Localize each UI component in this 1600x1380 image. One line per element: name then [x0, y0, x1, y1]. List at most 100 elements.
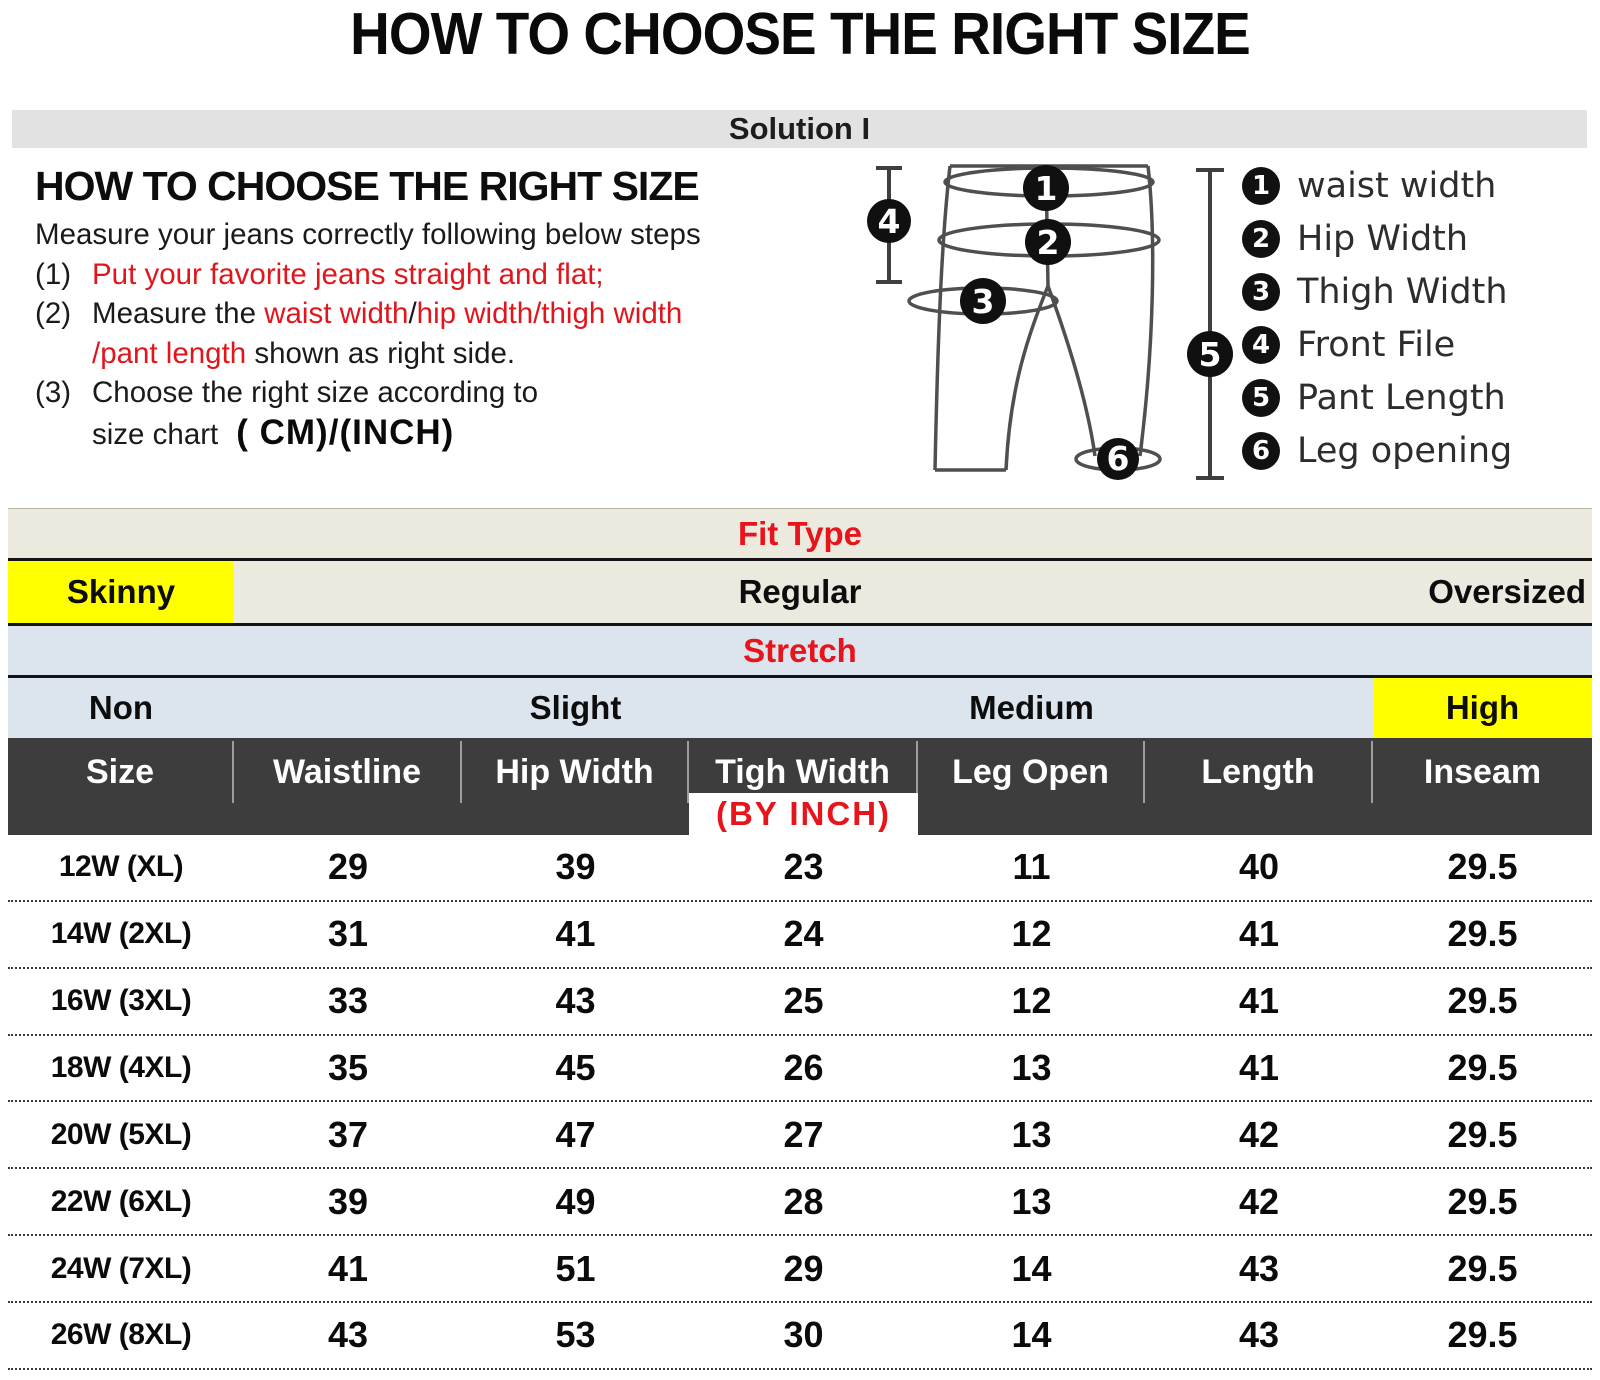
instructions-subheading: Measure your jeans correctly following b…	[35, 218, 701, 251]
legend-item: 3 Thigh Width	[1242, 265, 1512, 318]
pants-outline	[907, 164, 1162, 472]
measurement-value-cell: 39	[555, 846, 596, 888]
instruction-step-1: (1) Put your favorite jeans straight and …	[35, 257, 604, 291]
svg-text:3: 3	[972, 282, 995, 321]
stretch-option-slight: Slight	[529, 689, 622, 726]
legend-number-badge: 6	[1242, 431, 1280, 470]
diagram-marker-6: 6	[1097, 438, 1139, 480]
measurement-value-cell: 29.5	[1447, 846, 1518, 888]
measurement-value-cell: 43	[1238, 1314, 1280, 1356]
measurement-value-cell: 43	[555, 980, 596, 1022]
measurement-value-cell: 42	[1238, 1113, 1280, 1155]
column-header: Inseam	[1423, 752, 1542, 791]
table-row: 24W (7XL) 41 51 29 14 43 29.5	[8, 1236, 1592, 1304]
measurement-value-cell: 29.5	[1447, 1047, 1518, 1088]
measurement-legend: 1 waist width 2 Hip Width 3 Thigh Width 4 Front…	[1242, 159, 1512, 477]
measurement-value-cell: 29.5	[1447, 1247, 1518, 1289]
measurement-value-cell: 43	[327, 1314, 369, 1356]
table-row: 26W (8XL) 43 53 30 14 43 29.5	[8, 1303, 1592, 1370]
measurement-value-cell: 26	[783, 1047, 824, 1088]
legend-item: 2 Hip Width	[1242, 212, 1512, 265]
solution-bar: Solution I	[12, 110, 1587, 148]
instruction-step-3b: size chart( CM)/(INCH)	[92, 412, 455, 452]
measurement-value-cell: 37	[327, 1113, 369, 1155]
size-table-body: 12W (XL) 29 39 23 11 40 29.5 14W (2XL) 31 41 24 12 4…	[8, 835, 1592, 1370]
svg-text:4: 4	[878, 202, 901, 241]
size-label-cell: 16W (3XL)	[50, 984, 192, 1018]
legend-item: 4 Front File	[1242, 318, 1512, 371]
measurement-value-cell: 30	[783, 1314, 824, 1356]
stretch-title: Stretch	[743, 631, 857, 669]
size-label-cell: 24W (7XL)	[50, 1251, 192, 1285]
measurement-value-cell: 51	[555, 1247, 596, 1289]
size-label-cell: 26W (8XL)	[50, 1318, 192, 1352]
table-row: 14W (2XL) 31 41 24 12 41 29.5	[8, 902, 1592, 969]
diagram-marker-5: 5	[1187, 331, 1233, 377]
measurement-value-cell: 53	[555, 1314, 596, 1356]
stretch-options-row: Non Slight Medium High	[8, 678, 1592, 738]
measurement-value-cell: 13	[1011, 1113, 1052, 1155]
instruction-step-2: (2) Measure the waist width/hip width/thi…	[35, 297, 683, 330]
size-label-cell: 18W (4XL)	[50, 1051, 192, 1084]
svg-text:2: 2	[1037, 223, 1060, 262]
legend-item: 5 Pant Length	[1242, 371, 1512, 424]
table-row: 16W (3XL) 33 43 25 12 41 29.5	[8, 969, 1592, 1036]
legend-label: Thigh Width	[1297, 271, 1508, 312]
by-inch-note: (BY INCH)	[689, 793, 918, 835]
size-label-cell: 20W (5XL)	[50, 1117, 192, 1151]
stretch-option-high: High	[1373, 678, 1592, 738]
measurement-value-cell: 42	[1238, 1180, 1280, 1222]
fit-option-regular: Regular	[738, 573, 862, 610]
measurement-value-cell: 29.5	[1447, 1314, 1518, 1356]
measurement-value-cell: 14	[1011, 1247, 1052, 1289]
svg-text:1: 1	[1035, 169, 1058, 208]
measurement-value-cell: 43	[1238, 1247, 1280, 1289]
column-header: Size	[8, 741, 234, 803]
legend-label: Pant Length	[1297, 377, 1506, 418]
instruction-step-2b: /pant length shown as right side.	[92, 336, 516, 370]
table-row: 18W (4XL) 35 45 26 13 41 29.5	[8, 1036, 1592, 1103]
measurement-value-cell: 41	[1238, 913, 1280, 955]
column-header: Leg Open	[918, 741, 1145, 803]
legend-number-badge: 4	[1242, 325, 1280, 364]
fit-option-skinny: Skinny	[8, 561, 234, 623]
measurement-value-cell: 39	[327, 1180, 369, 1222]
instruction-step-3: (3) Choose the right size according to	[35, 376, 539, 409]
column-header: Length	[1145, 741, 1373, 803]
page-title: HOW TO CHOOSE THE RIGHT SIZE	[350, 1, 1251, 67]
pants-measurement-diagram: 1 2 3 4 5 6	[867, 164, 1233, 480]
stretch-option-medium: Medium	[969, 689, 1094, 726]
measurement-value-cell: 31	[327, 913, 369, 955]
legend-label: Leg opening	[1297, 430, 1513, 471]
measurement-value-cell: 11	[1012, 846, 1051, 888]
legend-label: Front File	[1297, 324, 1456, 365]
legend-number-badge: 5	[1242, 378, 1280, 417]
measurement-value-cell: 35	[327, 1047, 369, 1088]
legend-label: waist width	[1297, 165, 1497, 206]
diagram-marker-2: 2	[1025, 219, 1071, 265]
measurement-value-cell: 13	[1011, 1180, 1052, 1222]
measurement-value-cell: 40	[1238, 846, 1280, 888]
measurement-value-cell: 27	[783, 1113, 824, 1155]
stretch-header: Stretch	[8, 626, 1592, 678]
measurement-value-cell: 41	[327, 1247, 369, 1289]
table-row: 12W (XL) 29 39 23 11 40 29.5	[8, 835, 1592, 902]
measurement-value-cell: 13	[1011, 1047, 1052, 1088]
legend-number-badge: 1	[1242, 166, 1280, 205]
legend-item: 1 waist width	[1242, 159, 1512, 212]
measurement-value-cell: 47	[555, 1113, 596, 1155]
measurement-value-cell: 29.5	[1447, 913, 1518, 955]
measurement-value-cell: 45	[555, 1047, 596, 1088]
svg-text:6: 6	[1107, 439, 1130, 478]
size-table-header: Size Waistline Hip Width Tigh Width Leg Open…	[8, 738, 1592, 835]
stretch-option-non: Non	[88, 689, 154, 726]
diagram-marker-3: 3	[960, 278, 1006, 324]
instructions-block: HOW TO CHOOSE THE RIGHT SIZE Measure you…	[35, 163, 840, 454]
legend-label: Hip Width	[1297, 218, 1469, 259]
legend-number-badge: 2	[1242, 219, 1280, 258]
diagram-marker-4: 4	[867, 199, 911, 243]
measurement-value-cell: 28	[783, 1180, 824, 1222]
measurement-value-cell: 25	[783, 980, 824, 1022]
measurement-value-cell: 41	[1238, 1047, 1280, 1088]
